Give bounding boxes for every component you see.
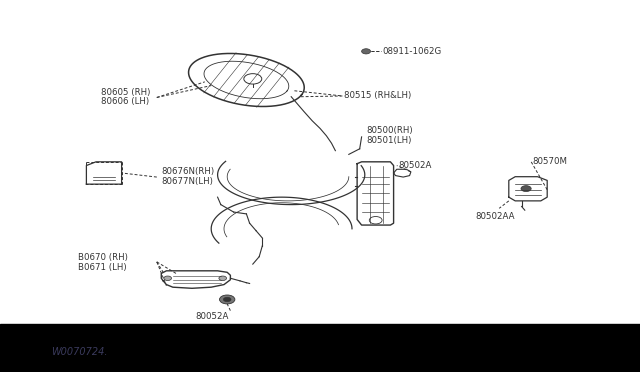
Circle shape: [223, 297, 231, 302]
Text: 80502AA: 80502AA: [475, 212, 515, 221]
Text: W0070724.: W0070724.: [51, 347, 108, 357]
Text: 80500(RH): 80500(RH): [366, 126, 413, 135]
Circle shape: [220, 295, 235, 304]
Text: 80052A: 80052A: [195, 312, 228, 321]
Text: 80501(LH): 80501(LH): [366, 136, 412, 145]
Text: 80676N(RH): 80676N(RH): [161, 167, 214, 176]
Circle shape: [219, 276, 227, 280]
Circle shape: [164, 276, 172, 280]
Text: 80515 (RH&LH): 80515 (RH&LH): [344, 92, 412, 100]
Text: 80605 (RH): 80605 (RH): [101, 88, 150, 97]
Text: 80677N(LH): 80677N(LH): [161, 177, 213, 186]
Circle shape: [521, 186, 531, 192]
Circle shape: [362, 49, 371, 54]
Text: 08911-1062G: 08911-1062G: [383, 47, 442, 56]
Text: B0670 (RH): B0670 (RH): [78, 253, 128, 262]
Text: 80570M: 80570M: [532, 157, 568, 166]
Text: 80606 (LH): 80606 (LH): [101, 97, 149, 106]
Text: 80502A: 80502A: [398, 161, 431, 170]
Text: B0671 (LH): B0671 (LH): [78, 263, 127, 272]
